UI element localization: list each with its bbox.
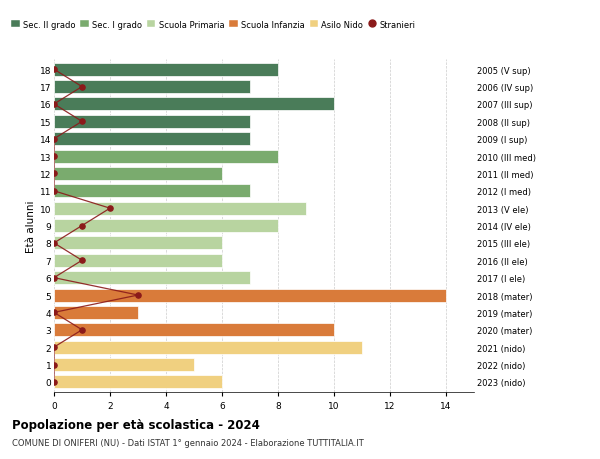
Bar [54,185,250,198]
Bar [54,133,250,146]
Point [77,223,87,230]
Point [49,240,59,247]
Point [49,101,59,108]
Bar [54,63,278,77]
Point [77,84,87,91]
Point [77,118,87,126]
Point [49,188,59,195]
Bar [54,375,222,389]
Point [49,274,59,282]
Bar [54,219,278,233]
Point [49,361,59,369]
Bar [54,98,334,111]
Point [49,378,59,386]
Y-axis label: Età alunni: Età alunni [26,200,35,252]
Legend: Sec. II grado, Sec. I grado, Scuola Primaria, Scuola Infanzia, Asilo Nido, Stran: Sec. II grado, Sec. I grado, Scuola Prim… [8,17,419,33]
Point [105,205,115,213]
Point [49,67,59,74]
Point [49,309,59,316]
Point [49,136,59,143]
Bar [54,306,138,319]
Text: COMUNE DI ONIFERI (NU) - Dati ISTAT 1° gennaio 2024 - Elaborazione TUTTITALIA.IT: COMUNE DI ONIFERI (NU) - Dati ISTAT 1° g… [12,438,364,448]
Point [49,344,59,351]
Bar [54,81,250,94]
Point [77,326,87,334]
Bar [54,168,222,180]
Bar [54,116,250,129]
Bar [54,202,306,215]
Bar [54,237,222,250]
Bar [54,324,334,336]
Bar [54,254,222,267]
Bar [54,289,446,302]
Bar [54,358,194,371]
Point [49,170,59,178]
Bar [54,341,362,354]
Text: Popolazione per età scolastica - 2024: Popolazione per età scolastica - 2024 [12,418,260,431]
Bar [54,272,250,285]
Point [133,292,143,299]
Point [77,257,87,264]
Point [49,153,59,160]
Bar [54,150,278,163]
